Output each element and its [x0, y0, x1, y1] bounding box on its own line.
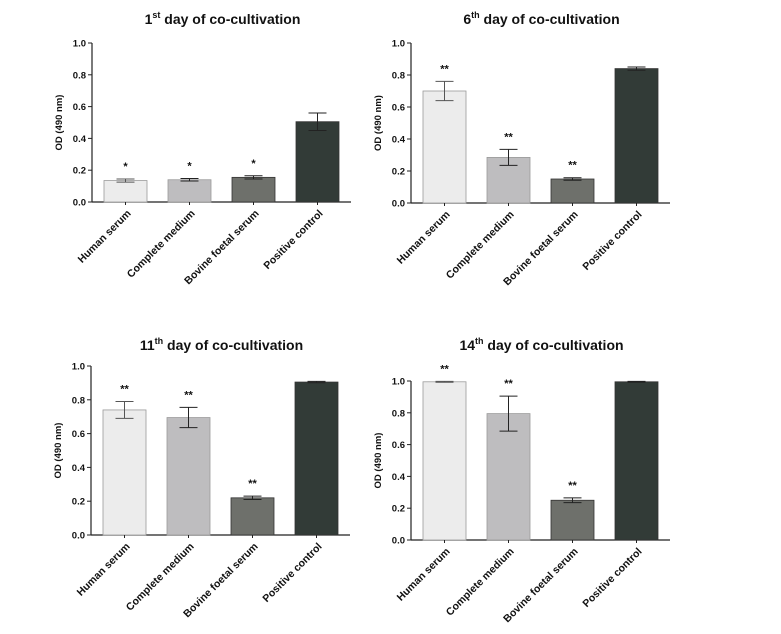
- y-tick-label: 0.2: [72, 497, 85, 508]
- bar: [422, 90, 467, 204]
- significance-marker: **: [568, 480, 577, 492]
- chart-panel-4: 14th day of co-cultivation OD (490 nm) 0.0…: [373, 336, 670, 625]
- bar: [231, 176, 276, 203]
- bar: [486, 413, 531, 541]
- y-tick-label: 0.6: [392, 103, 405, 114]
- title-number: 1: [145, 11, 153, 27]
- y-axis-label: OD (490 nm): [373, 95, 384, 151]
- y-tick-label: 0.2: [392, 167, 405, 178]
- x-category-label: Positive control: [260, 541, 324, 605]
- title-rest: day of co-cultivation: [160, 11, 300, 27]
- significance-marker: **: [568, 160, 577, 172]
- bar: [166, 417, 211, 536]
- y-tick-label: 0.8: [392, 71, 405, 82]
- x-category-label: Human serum: [395, 209, 453, 267]
- y-tick-label: 1.0: [73, 39, 86, 50]
- chart-panel-2: 6th day of co-cultivation OD (490 nm) 0.0 0…: [373, 10, 670, 288]
- bar: [422, 381, 467, 541]
- y-tick-label: 0.8: [392, 408, 405, 419]
- title-superscript: st: [152, 10, 160, 20]
- significance-marker: *: [251, 158, 256, 170]
- y-tick-label: 0.4: [73, 134, 87, 145]
- significance-marker: **: [248, 478, 257, 490]
- significance-marker: *: [123, 161, 128, 173]
- y-tick-label: 0.0: [392, 536, 405, 547]
- x-category-label: Positive control: [261, 208, 325, 272]
- x-category-label: Complete medium: [444, 209, 517, 282]
- chart-title: 6th day of co-cultivation: [463, 10, 619, 27]
- bar: [294, 381, 339, 536]
- x-category-label: Human serum: [395, 546, 453, 604]
- title-superscript: th: [155, 336, 164, 346]
- y-tick-label: 0.0: [73, 198, 86, 209]
- bar: [230, 497, 275, 536]
- y-tick-label: 0.4: [392, 472, 406, 483]
- bar: [103, 180, 148, 203]
- x-category-label: Human serum: [75, 541, 133, 599]
- y-tick-label: 0.8: [73, 70, 86, 81]
- significance-marker: **: [120, 383, 129, 395]
- bar: [102, 409, 147, 536]
- x-category-label: Positive control: [580, 546, 644, 610]
- y-tick-label: 0.6: [392, 440, 405, 451]
- significance-marker: **: [440, 63, 449, 75]
- bar: [614, 381, 659, 541]
- bar: [550, 178, 595, 204]
- y-axis-label: OD (490 nm): [53, 423, 64, 479]
- significance-marker: **: [440, 363, 449, 375]
- y-tick-label: 0.6: [72, 429, 85, 440]
- y-tick-label: 0.0: [72, 531, 85, 542]
- bar: [550, 499, 595, 541]
- y-tick-label: 1.0: [392, 377, 405, 388]
- x-category-label: Complete medium: [125, 208, 198, 281]
- y-tick-label: 1.0: [72, 362, 85, 373]
- y-tick-label: 0.8: [72, 395, 85, 406]
- significance-marker: *: [187, 160, 192, 172]
- title-rest: day of co-cultivation: [484, 337, 624, 353]
- significance-marker: **: [184, 389, 193, 401]
- significance-marker: **: [504, 131, 513, 143]
- significance-marker: **: [504, 378, 513, 390]
- y-tick-label: 0.6: [73, 102, 86, 113]
- title-superscript: th: [475, 336, 484, 346]
- y-tick-label: 0.2: [392, 504, 405, 515]
- y-axis-label: OD (490 nm): [54, 95, 65, 151]
- title-rest: day of co-cultivation: [163, 337, 303, 353]
- chart-panel-3: 11th day of co-cultivation OD (490 nm) 0.0…: [53, 336, 350, 620]
- y-axis-label: OD (490 nm): [373, 433, 384, 489]
- y-tick-label: 0.0: [392, 199, 405, 210]
- x-category-label: Human serum: [76, 208, 134, 266]
- y-tick-label: 0.2: [73, 166, 86, 177]
- title-superscript: th: [471, 10, 480, 20]
- title-number: 11: [140, 337, 155, 353]
- chart-title: 1st day of co-cultivation: [145, 10, 301, 27]
- bar: [167, 179, 212, 203]
- title-number: 6: [463, 11, 471, 27]
- title-number: 14: [459, 337, 475, 353]
- title-rest: day of co-cultivation: [480, 11, 620, 27]
- x-category-label: Complete medium: [124, 541, 197, 614]
- x-category-label: Complete medium: [444, 546, 517, 619]
- bar: [614, 68, 659, 204]
- y-tick-label: 0.4: [72, 463, 86, 474]
- x-category-label: Positive control: [580, 209, 644, 273]
- y-tick-label: 1.0: [392, 39, 405, 50]
- y-tick-label: 0.4: [392, 135, 406, 146]
- chart-panel-1: 1st day of co-cultivation OD (490 nm) 0.0 0…: [54, 10, 351, 287]
- bar: [295, 121, 340, 203]
- chart-title: 14th day of co-cultivation: [459, 336, 623, 353]
- chart-title: 11th day of co-cultivation: [140, 336, 303, 353]
